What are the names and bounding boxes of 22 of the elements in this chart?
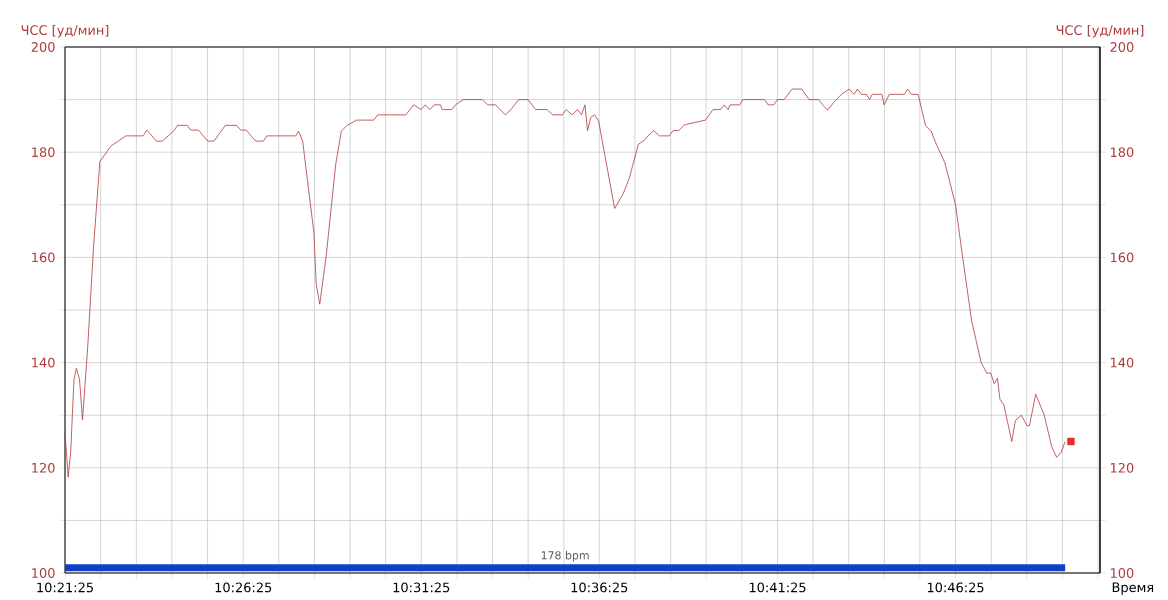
x-tick-label: 10:36:25 [571,582,628,593]
y2-tick-label: 200 [1110,42,1134,52]
y2-tick-label: 180 [1110,147,1134,158]
y-tick-label: 120 [32,462,55,473]
y-tick-label: 140 [32,357,55,368]
x-tick-label: 10:31:25 [393,582,450,593]
y-tick-label: 160 [32,252,55,263]
y-tick-label: 180 [32,147,55,158]
y-tick-label: 200 [31,42,55,52]
x-axis-title: Время [1112,582,1154,595]
y2-tick-label: 100 [1110,568,1134,578]
y2-tick-label: 140 [1110,357,1134,368]
y-axis-title: ЧСС [уд/мин] [21,24,109,38]
x-tick-label: 10:21:25 [37,582,93,593]
y2-axis-title: ЧСС [уд/мин] [1056,24,1144,38]
annotation: 178 bpm [541,550,589,562]
x-tick-label: 10:26:25 [215,582,272,593]
y2-tick-label: 160 [1110,252,1134,263]
y-tick-label: 100 [32,568,55,578]
x-tick-label: 10:46:25 [927,582,984,593]
x-tick-label: 10:41:25 [749,582,806,593]
y2-tick-label: 120 [1110,462,1134,473]
